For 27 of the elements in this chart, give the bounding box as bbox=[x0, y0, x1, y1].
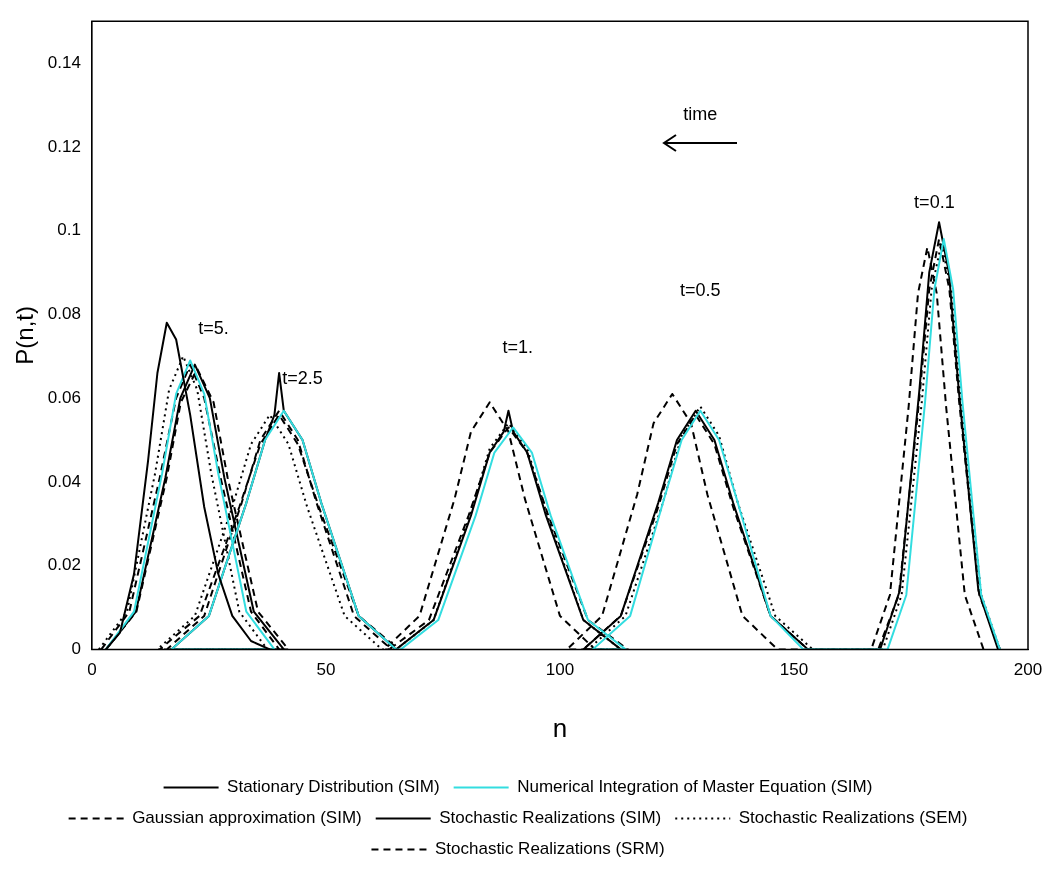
x-tick-label: 0 bbox=[87, 660, 97, 680]
y-tick-label: 0 bbox=[71, 639, 81, 659]
annotation: t=1. bbox=[502, 336, 534, 357]
y-axis-title: P(n,t) bbox=[11, 305, 39, 365]
annotation: t=0.5 bbox=[680, 280, 721, 301]
legend-label: Stochastic Realizations (SEM) bbox=[738, 808, 968, 828]
y-tick-label: 0.04 bbox=[47, 471, 81, 491]
y-tick-label: 0.08 bbox=[47, 304, 81, 324]
legend-label: Stationary Distribution (SIM) bbox=[227, 777, 440, 797]
x-tick-label: 100 bbox=[545, 660, 575, 680]
y-tick-label: 0.02 bbox=[47, 555, 81, 575]
legend-label: Stochastic Realizations (SRM) bbox=[434, 839, 665, 859]
x-tick-label: 150 bbox=[779, 660, 809, 680]
legend-label: Numerical Integration of Master Equation (SIM) bbox=[517, 777, 873, 797]
annotation: t=0.1 bbox=[914, 192, 955, 213]
y-tick-label: 0.12 bbox=[47, 136, 81, 156]
y-tick-label: 0.14 bbox=[47, 52, 81, 72]
y-tick-label: 0.06 bbox=[47, 387, 81, 407]
legend-label: Stochastic Realizations (SIM) bbox=[439, 808, 662, 828]
legend-label: Gaussian approximation (SIM) bbox=[132, 808, 362, 828]
x-tick-label: 50 bbox=[316, 660, 336, 680]
annotation: t=5. bbox=[198, 317, 229, 338]
annotation: time bbox=[683, 104, 718, 125]
x-tick-label: 200 bbox=[1013, 660, 1043, 680]
annotation: t=2.5 bbox=[282, 368, 323, 389]
x-axis-title: n bbox=[552, 712, 568, 743]
y-tick-label: 0.1 bbox=[57, 220, 81, 240]
